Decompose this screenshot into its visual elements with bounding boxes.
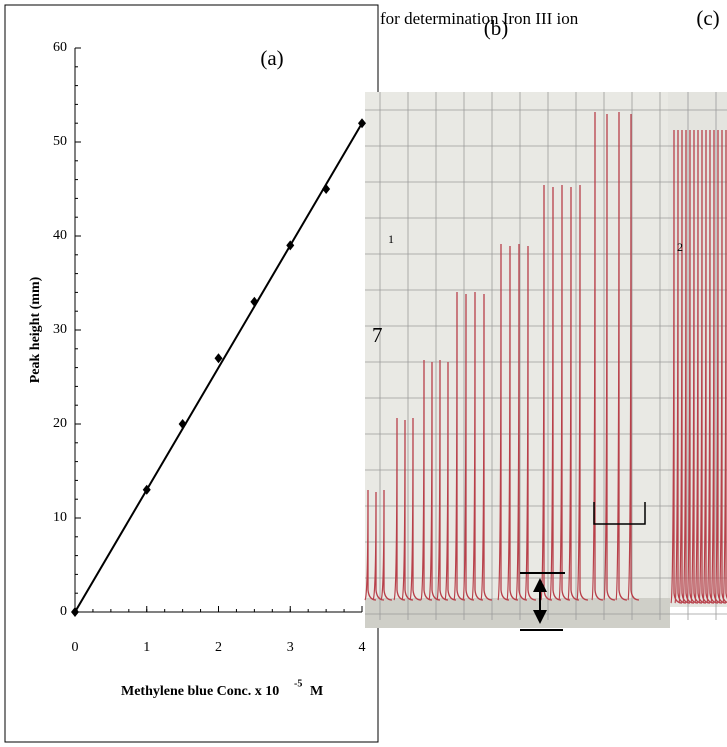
data-point xyxy=(71,607,79,617)
photo-peak xyxy=(567,186,580,601)
photo-peak xyxy=(627,113,640,601)
data-point xyxy=(286,240,295,251)
x-tick-label: 2 xyxy=(215,640,222,655)
photo-peak xyxy=(420,359,433,601)
y-tick-label: 10 xyxy=(53,510,67,525)
photo-peak xyxy=(372,491,385,601)
y-tick-label: 40 xyxy=(53,228,67,243)
y-tick-label: 50 xyxy=(53,134,67,149)
photo-peak xyxy=(591,111,604,601)
x-tick-label: 0 xyxy=(72,640,79,655)
arrowhead xyxy=(533,578,547,624)
recorder-photo: 1 7 2 xyxy=(364,92,727,631)
photo-peak xyxy=(393,417,406,601)
x-tick-label: 1 xyxy=(143,640,150,655)
fit-line xyxy=(74,122,363,613)
photo-peak xyxy=(453,291,466,601)
photo-peak xyxy=(722,129,727,604)
data-point xyxy=(358,118,366,129)
photo-peak xyxy=(524,245,537,601)
photo-peak xyxy=(401,419,414,601)
photo-peak xyxy=(364,489,377,601)
photo-mark: 1 xyxy=(388,232,394,246)
data-point xyxy=(142,484,151,495)
photo-label: (c) xyxy=(696,6,719,30)
photo-mark: 2 xyxy=(677,240,683,254)
photo-peak xyxy=(380,489,393,601)
photo-peak xyxy=(428,361,441,601)
panel-border xyxy=(4,4,379,743)
photo-peak xyxy=(409,417,422,601)
data-point xyxy=(322,184,331,194)
y-tick-label: 30 xyxy=(53,322,67,337)
x-tick-label: 4 xyxy=(359,640,366,655)
photo-label: (b) xyxy=(484,16,509,40)
y-tick-label: 0 xyxy=(60,604,67,619)
photo-peak xyxy=(549,186,562,601)
photo-peak xyxy=(615,111,628,601)
y-tick-label: 60 xyxy=(53,40,67,55)
photo-edge xyxy=(365,598,670,628)
photo-peak xyxy=(471,291,484,601)
x-axis-label-exponent: -5 xyxy=(294,678,302,689)
photo-peak xyxy=(515,243,528,601)
photo-peak xyxy=(480,293,493,601)
panel-label: (a) xyxy=(260,46,283,70)
y-tick-label: 20 xyxy=(53,416,67,431)
photo-peak xyxy=(436,359,449,601)
photo-caption: for determination Iron III ion xyxy=(380,9,579,28)
photo-peak xyxy=(540,184,553,601)
bracket xyxy=(593,502,646,525)
photo-peak xyxy=(497,243,510,601)
photo-peak xyxy=(558,184,571,601)
x-axis-label-unit: M xyxy=(310,684,323,699)
photo-mark: 7 xyxy=(372,323,383,347)
photo-peak xyxy=(576,184,589,601)
photo-peak xyxy=(603,113,616,601)
x-tick-label: 3 xyxy=(287,640,294,655)
data-point xyxy=(250,296,259,307)
y-axis-label: Peak height (mm) xyxy=(28,276,43,383)
data-point xyxy=(178,419,187,429)
x-axis-label: Methylene blue Conc. x 10 xyxy=(121,684,279,699)
photo-peak xyxy=(462,293,475,601)
photo-peak xyxy=(506,245,519,601)
data-point xyxy=(214,353,223,364)
photo-peak xyxy=(444,361,457,601)
